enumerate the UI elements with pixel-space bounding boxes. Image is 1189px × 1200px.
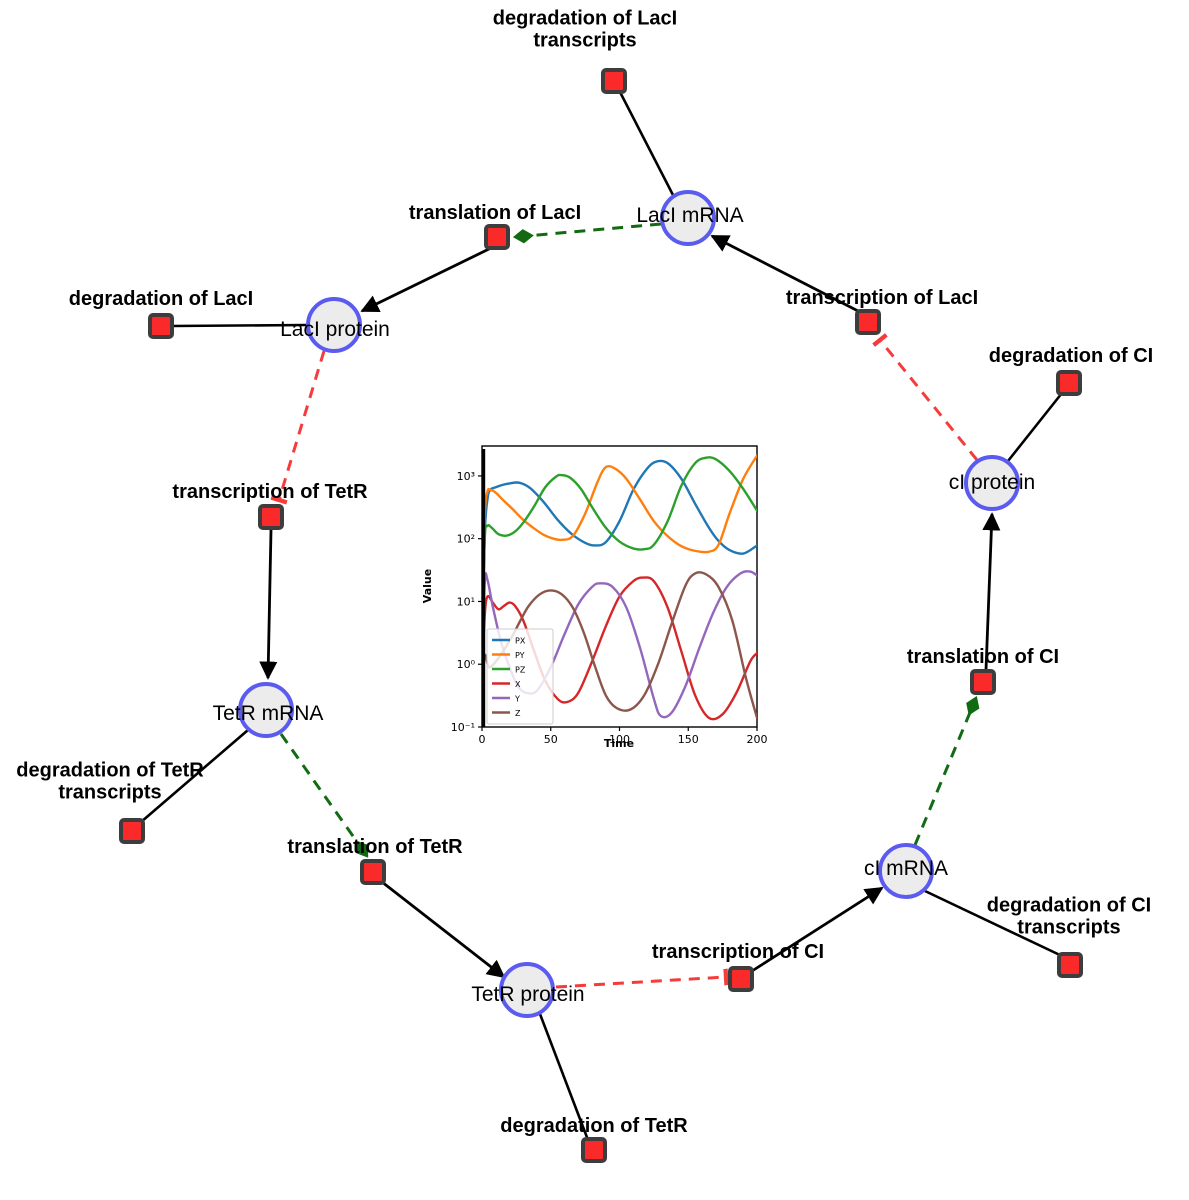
plot-x-ticks: 0 50 100 150 200	[479, 727, 768, 746]
edge-deg-laci-to-laci-protein	[171, 323, 308, 328]
x-tick-label: 150	[678, 733, 699, 746]
legend-box	[486, 628, 554, 725]
x-tick-label: 0	[479, 733, 486, 746]
edge-laci-protein-inhibits-transcr-tetr	[270, 350, 326, 505]
edge-deg-tetr-to-tetr-protein	[538, 1013, 590, 1141]
edge-deg-laci-transcripts-to-laci-mrna	[618, 91, 675, 196]
reaction-node-transcr-laci[interactable]	[855, 309, 881, 335]
edge-ci-protein-inhibits-transcr-laci	[872, 333, 979, 461]
plot-line-x	[482, 576, 757, 721]
y-tick-label: 10⁰	[457, 658, 476, 671]
edge-transl-ci-to-ci-protein	[982, 512, 1001, 671]
edge-ci-mrna-to-transl-ci	[913, 696, 980, 846]
reaction-node-deg-laci-transcripts[interactable]	[601, 68, 627, 94]
plot-series-group	[482, 454, 757, 721]
legend-label-y: Y	[514, 694, 520, 703]
legend-label-py: PY	[515, 651, 525, 660]
edge-group-catalysis	[279, 222, 980, 858]
edge-tetr-protein-inhibits-transcr-ci	[555, 968, 729, 989]
legend-label-z: Z	[515, 709, 521, 718]
edge-tetr-mrna-to-transl-tetr	[279, 733, 369, 858]
edge-group-product	[259, 234, 1001, 979]
edge-laci-mrna-to-transl-laci	[512, 222, 662, 244]
plot-xlabel: Time	[604, 737, 634, 750]
edge-transl-laci-to-laci-protein	[360, 246, 492, 313]
y-tick-label: 10⁻¹	[451, 721, 475, 734]
species-node-group	[238, 190, 1020, 1018]
edge-group-plain	[140, 91, 1064, 1141]
reaction-node-deg-laci[interactable]	[148, 313, 174, 339]
plot-ylabel: Value	[421, 569, 434, 603]
legend-label-pz: PZ	[515, 665, 526, 674]
y-tick-label: 10¹	[457, 595, 475, 608]
plot-legend: PX PY PZ XYZ	[486, 628, 554, 725]
reaction-node-deg-ci-transcripts[interactable]	[1057, 952, 1083, 978]
plot-line-px	[482, 459, 757, 647]
edge-transcr-tetr-to-tetr-mrna	[259, 529, 278, 680]
reaction-node-transl-tetr[interactable]	[360, 859, 386, 885]
species-node-tetr-protein[interactable]	[499, 962, 555, 1018]
edge-transcr-ci-to-ci-mrna	[751, 886, 884, 973]
y-tick-label: 10²	[457, 533, 475, 546]
reaction-node-transl-laci[interactable]	[484, 224, 510, 250]
plot-y-ticks: 10⁻¹ 10⁰ 10¹ 10² 10³	[451, 470, 482, 734]
x-tick-label: 100	[609, 733, 630, 746]
plot-line-py	[482, 454, 757, 647]
edge-group-inhibition	[270, 333, 979, 989]
x-tick-label: 50	[544, 733, 558, 746]
edge-deg-tetr-transcripts-to-tetr-mrna	[140, 729, 249, 823]
reaction-node-transcr-tetr[interactable]	[258, 504, 284, 530]
species-node-laci-protein[interactable]	[306, 297, 362, 353]
legend-label-px: PX	[515, 636, 526, 645]
plot-line-pz	[482, 456, 757, 647]
reaction-node-deg-tetr-transcripts[interactable]	[119, 818, 145, 844]
reaction-node-deg-tetr[interactable]	[581, 1137, 607, 1163]
reaction-node-deg-ci[interactable]	[1056, 370, 1082, 396]
edge-deg-ci-transcripts-to-ci-mrna	[924, 889, 1063, 958]
y-tick-label: 10³	[457, 470, 475, 483]
edge-transcr-laci-to-laci-mrna	[710, 234, 861, 314]
reaction-node-transcr-ci[interactable]	[728, 966, 754, 992]
x-tick-label: 200	[747, 733, 768, 746]
edge-transl-tetr-to-tetr-protein	[381, 880, 506, 979]
inset-timeseries-plot: 10⁻¹ 10⁰ 10¹ 10² 10³ 0 50 100 150 200 Time Value…	[417, 433, 769, 751]
species-node-tetr-mrna[interactable]	[238, 682, 294, 738]
reaction-node-transl-ci[interactable]	[970, 669, 996, 695]
reaction-node-group	[119, 68, 1083, 1163]
legend-label-x: X	[515, 680, 521, 689]
species-node-laci-mrna[interactable]	[660, 190, 716, 246]
species-node-ci-mrna[interactable]	[878, 843, 934, 899]
edge-deg-ci-to-ci-protein	[1006, 392, 1064, 462]
species-node-ci-protein[interactable]	[964, 455, 1020, 511]
